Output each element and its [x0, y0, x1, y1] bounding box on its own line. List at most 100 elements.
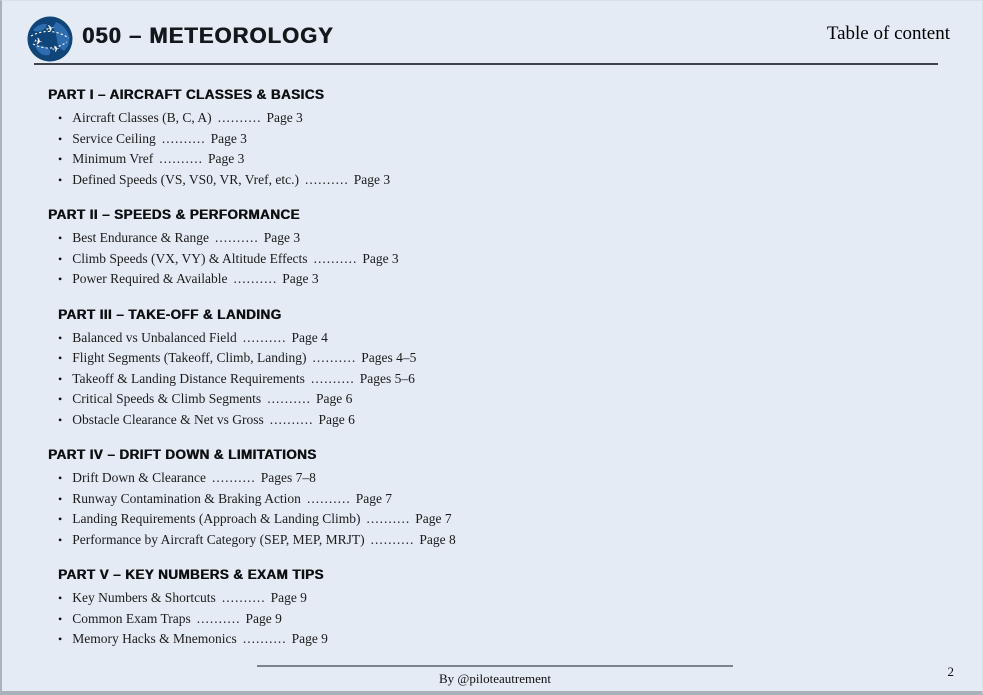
section-heading: PART IV – DRIFT DOWN & LIMITATIONS	[48, 447, 317, 462]
toc-item-page: Page 8	[419, 531, 456, 547]
toc-item-label: Obstacle Clearance & Net vs Gross	[72, 411, 264, 427]
dot-leader: ..........	[313, 250, 358, 266]
toc-item-label: Landing Requirements (Approach & Landing…	[72, 511, 361, 526]
toc-item-page: Page 3	[263, 230, 301, 245]
bullet-icon: •	[58, 491, 63, 506]
bullet-icon: •	[58, 471, 63, 485]
toc-item-page: Page 3	[210, 130, 247, 146]
toc-item: • Aircraft Classes (B, C, A).......... Pag…	[58, 108, 942, 129]
toc-item-label: Takeoff & Landing Distance Requirements	[72, 370, 305, 386]
bullet-icon: •	[58, 392, 63, 406]
dot-leader: ..........	[221, 590, 266, 605]
toc-item: • Defined Speeds (VS, VS0, VR, Vref, etc.…	[58, 170, 942, 191]
toc-item: • Power Required & Available.......... Pag…	[58, 269, 942, 290]
dot-leader: ..........	[217, 110, 262, 125]
bullet-icon: •	[58, 591, 63, 605]
section-item-list: • Key Numbers & Shortcuts.......... Page 9…	[48, 588, 942, 650]
plane-icon: ✈	[33, 36, 43, 48]
toc-item-label: Climb Speeds (VX, VY) & Altitude Effects	[72, 250, 308, 266]
bullet-icon: •	[58, 111, 63, 125]
bullet-icon: •	[58, 532, 63, 547]
toc-item-page: Page 3	[282, 271, 319, 286]
globe-logo-icon: ✈ ✈ ✈	[26, 15, 74, 63]
dot-leader: ..........	[306, 490, 351, 506]
dot-leader: ..........	[159, 151, 204, 166]
toc-item: • Climb Speeds (VX, VY) & Altitude Effect…	[58, 249, 942, 270]
toc-item: • Critical Speeds & Climb Segments.......…	[58, 389, 942, 410]
toc-item-label: Aircraft Classes (B, C, A)	[72, 110, 212, 125]
bullet-icon: •	[58, 632, 63, 646]
toc-item-label: Flight Segments (Takeoff, Climb, Landing…	[72, 350, 307, 365]
toc-item: • Obstacle Clearance & Net vs Gross......…	[58, 410, 942, 431]
toc-item-page: Pages 7–8	[260, 470, 316, 485]
bullet-icon: •	[58, 251, 63, 266]
plane-icon: ✈	[51, 43, 60, 54]
toc-item: • Takeoff & Landing Distance Requirements…	[58, 369, 942, 390]
dot-leader: ..........	[312, 350, 357, 365]
toc-item-label: Power Required & Available	[72, 271, 228, 286]
toc-item: • Minimum Vref.......... Page 3	[58, 149, 942, 170]
section-item-list: • Aircraft Classes (B, C, A).......... Pag…	[48, 108, 942, 190]
toc-content: PART I – AIRCRAFT CLASSES & BASICS • Airc…	[48, 87, 942, 667]
page-title: 050 – METEOROLOGY	[82, 23, 334, 48]
header-divider	[34, 63, 938, 65]
toc-item-page: Page 6	[315, 391, 353, 406]
toc-section-part-5: PART V – KEY NUMBERS & EXAM TIPS • Key Nu…	[48, 567, 942, 650]
toc-item: • Performance by Aircraft Category (SEP, …	[58, 530, 942, 551]
toc-item-label: Best Endurance & Range	[72, 230, 210, 245]
globe-svg: ✈ ✈ ✈	[27, 16, 73, 62]
toc-item-page: Page 9	[245, 610, 282, 626]
toc-item-page: Page 3	[266, 110, 303, 125]
dot-leader: ..........	[212, 470, 256, 485]
toc-item-label: Runway Contamination & Braking Action	[72, 490, 301, 506]
dot-leader: ..........	[233, 271, 278, 286]
toc-item: • Runway Contamination & Braking Action..…	[58, 489, 942, 510]
dot-leader: ..........	[196, 610, 241, 626]
toc-item-page: Pages 5–6	[359, 370, 415, 386]
page-header: ✈ ✈ ✈ 050 – METEOROLOGY Table of content	[26, 13, 950, 63]
toc-item-page: Page 3	[362, 250, 399, 266]
bullet-icon: •	[58, 611, 63, 626]
toc-item-label: Performance by Aircraft Category (SEP, M…	[72, 531, 365, 547]
bullet-icon: •	[58, 512, 63, 526]
toc-section-part-1: PART I – AIRCRAFT CLASSES & BASICS • Airc…	[48, 87, 942, 190]
toc-item-label: Common Exam Traps	[72, 610, 191, 626]
toc-item-page: Page 6	[318, 411, 355, 427]
bullet-icon: •	[58, 231, 63, 245]
section-item-list: • Balanced vs Unbalanced Field.......... P…	[48, 328, 942, 431]
dot-leader: ..........	[242, 631, 287, 646]
toc-item: • Memory Hacks & Mnemonics.......... Page …	[58, 629, 942, 650]
bullet-icon: •	[58, 371, 63, 386]
bullet-icon: •	[58, 330, 63, 345]
toc-section-part-2: PART II – SPEEDS & PERFORMANCE • Best End…	[48, 207, 942, 290]
toc-item-page: Page 9	[270, 590, 307, 605]
toc-item-label: Service Ceiling	[72, 130, 156, 146]
toc-item-page: Pages 4–5	[361, 350, 417, 365]
dot-leader: ..........	[215, 230, 259, 245]
toc-item: • Drift Down & Clearance.......... Pages 7…	[58, 468, 942, 489]
dot-leader: ..........	[267, 391, 311, 406]
toc-item: • Common Exam Traps.......... Page 9	[58, 609, 942, 630]
dot-leader: ..........	[269, 411, 314, 427]
plane-icon: ✈	[45, 23, 56, 36]
toc-item-label: Minimum Vref	[72, 151, 154, 166]
toc-item-page: Page 4	[291, 329, 328, 345]
toc-item-page: Page 7	[355, 490, 393, 506]
bullet-icon: •	[58, 272, 63, 286]
section-heading: PART I – AIRCRAFT CLASSES & BASICS	[48, 87, 325, 102]
toc-item-page: Page 7	[415, 511, 452, 526]
toc-item-label: Memory Hacks & Mnemonics	[72, 631, 237, 646]
toc-item-label: Key Numbers & Shortcuts	[72, 590, 216, 605]
corner-label: Table of content	[826, 23, 950, 44]
bullet-icon: •	[58, 412, 63, 427]
toc-item: • Key Numbers & Shortcuts.......... Page 9	[58, 588, 942, 609]
toc-item: • Best Endurance & Range.......... Page 3	[58, 228, 942, 249]
bullet-icon: •	[58, 351, 63, 365]
toc-item-label: Drift Down & Clearance	[72, 470, 207, 485]
bullet-icon: •	[58, 152, 63, 166]
toc-item-page: Page 3	[353, 171, 391, 187]
toc-item: • Flight Segments (Takeoff, Climb, Landin…	[58, 348, 942, 369]
toc-section-part-4: PART IV – DRIFT DOWN & LIMITATIONS • Drif…	[48, 447, 942, 550]
footer-byline: By @piloteautrement	[439, 671, 551, 686]
